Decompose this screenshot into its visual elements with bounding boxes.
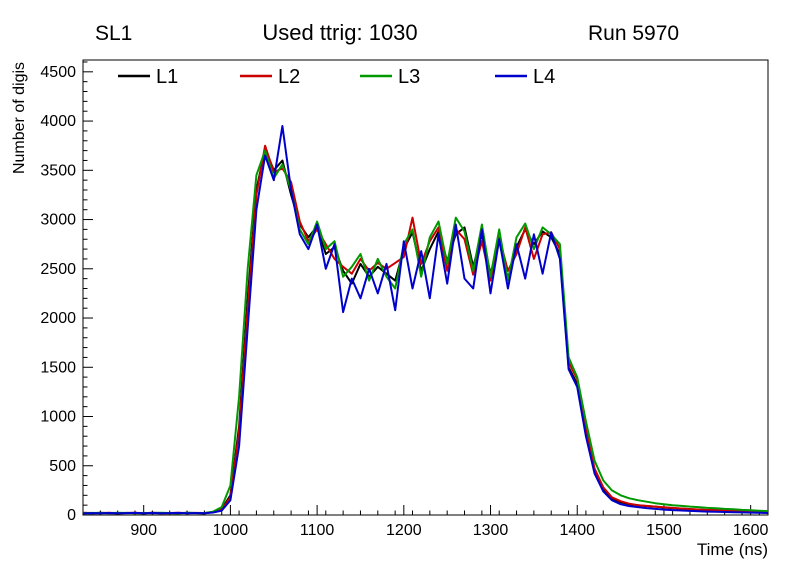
legend-label-L2: L2 [278,66,300,88]
series-line-L3 [83,149,768,515]
axes-frame [82,59,769,516]
y-tick-label: 4500 [40,64,76,81]
x-tick-label: 1000 [213,522,249,539]
x-axis-title: Time (ns) [697,540,768,559]
plot-title-right: Run 5970 [588,22,680,45]
x-tick-label: 1600 [733,522,769,539]
legend-label-L4: L4 [533,66,555,88]
legend-label-L3: L3 [398,66,420,88]
x-tick-label: 1500 [646,522,682,539]
y-axis-title: Number of digis [11,62,28,174]
x-tick-label: 1400 [559,522,595,539]
y-tick-label: 3500 [40,162,76,179]
x-tick-label: 900 [130,522,157,539]
series-line-L1 [83,147,768,515]
series-line-L2 [83,144,768,515]
y-tick-label: 3000 [40,212,76,229]
x-tick-label: 1200 [386,522,422,539]
y-tick-label: 2000 [40,310,76,327]
y-tick-label: 0 [67,507,76,524]
y-tick-label: 4000 [40,113,76,130]
y-tick-label: 1000 [40,409,76,426]
x-tick-label: 1100 [300,522,335,539]
y-tick-label: 1500 [40,359,76,376]
plot-title-left: SL1 [95,22,133,45]
x-tick-label: 1300 [473,522,509,539]
legend-label-L1: L1 [156,66,178,88]
y-tick-label: 500 [49,458,76,475]
series-line-L4 [83,125,768,515]
y-tick-label: 2500 [40,261,76,278]
plot-title-center: Used ttrig: 1030 [262,20,418,45]
